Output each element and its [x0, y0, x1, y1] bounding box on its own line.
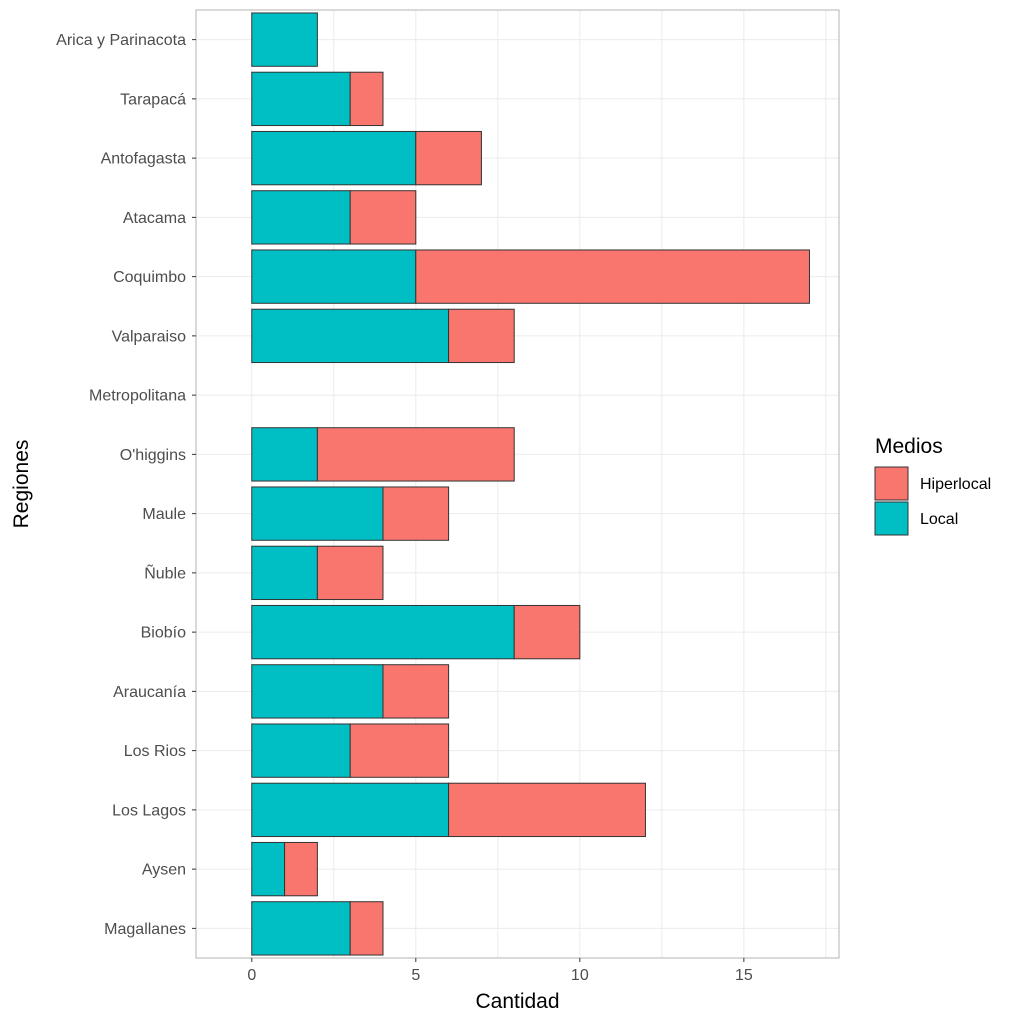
x-tick-label: 10: [571, 967, 589, 984]
bar-local: [251, 901, 351, 956]
y-tick-label: Ñuble: [144, 562, 186, 582]
y-tick-label: O'higgins: [120, 447, 186, 464]
bar-local: [251, 308, 450, 364]
bar-local: [251, 723, 351, 778]
y-tick-label: Magallanes: [104, 921, 186, 938]
bar-local: [251, 427, 318, 482]
y-tick-label: Aysen: [142, 862, 186, 879]
bar-hiperlocal: [382, 486, 450, 541]
bar-local: [251, 130, 417, 186]
bar-hiperlocal: [415, 130, 482, 186]
bar-hiperlocal: [284, 841, 318, 897]
bar-local: [251, 486, 384, 541]
y-tick-label: Arica y Parinacota: [56, 32, 186, 49]
legend-title: Medios: [875, 435, 943, 458]
y-tick-label: Valparaiso: [112, 328, 187, 345]
bar-hiperlocal: [513, 604, 581, 660]
legend-entries: Hiperlocal Local: [874, 466, 991, 536]
bar-local: [251, 71, 351, 127]
y-tick-label: Metropolitana: [89, 388, 186, 405]
bar-local: [251, 249, 417, 304]
bar-local: [251, 782, 450, 838]
y-tick-label: Coquimbo: [113, 269, 186, 286]
bar-hiperlocal: [415, 249, 810, 304]
bar-hiperlocal: [349, 71, 384, 127]
y-tick-label: Tarapacá: [120, 91, 186, 108]
x-tick-label: 0: [247, 967, 256, 984]
x-tick-label: 15: [735, 967, 753, 984]
bar-hiperlocal: [448, 782, 646, 838]
bar-hiperlocal: [349, 901, 384, 956]
y-tick-labels: Arica y Parinacota Tarapacá Antofagasta Ata…: [56, 32, 196, 938]
x-axis-title: Cantidad: [475, 990, 559, 1013]
y-tick-label: Antofagasta: [101, 151, 187, 168]
x-tick-labels: 0 5 10 15: [247, 958, 753, 984]
legend-label: Local: [920, 511, 958, 528]
legend-key: [874, 466, 909, 501]
y-tick-label: Araucanía: [113, 684, 186, 701]
bar-local: [251, 545, 318, 601]
bar-local: [251, 664, 384, 719]
bars: [251, 12, 810, 956]
bar-hiperlocal: [448, 308, 515, 364]
bar-hiperlocal: [316, 545, 384, 601]
bar-local: [251, 841, 286, 897]
y-tick-label: Los Lagos: [112, 802, 186, 819]
plot-panel-border: [195, 9, 840, 959]
bar-hiperlocal: [349, 190, 417, 245]
bar-hiperlocal: [349, 723, 450, 778]
x-tick-label: 5: [411, 967, 420, 984]
bar-local: [251, 604, 515, 660]
bar-local: [251, 190, 351, 245]
legend-key: [874, 501, 909, 536]
y-tick-label: Atacama: [123, 210, 186, 227]
bar-hiperlocal: [316, 427, 515, 482]
bar-local: [251, 12, 318, 67]
y-tick-label: Los Rios: [124, 743, 186, 760]
y-tick-label: Biobío: [141, 625, 186, 642]
y-tick-label: Maule: [142, 506, 186, 523]
bar-hiperlocal: [382, 664, 450, 719]
legend: Medios Hiperlocal Local: [874, 435, 991, 536]
y-axis-title: Regiones: [10, 440, 33, 529]
legend-label: Hiperlocal: [920, 476, 991, 493]
